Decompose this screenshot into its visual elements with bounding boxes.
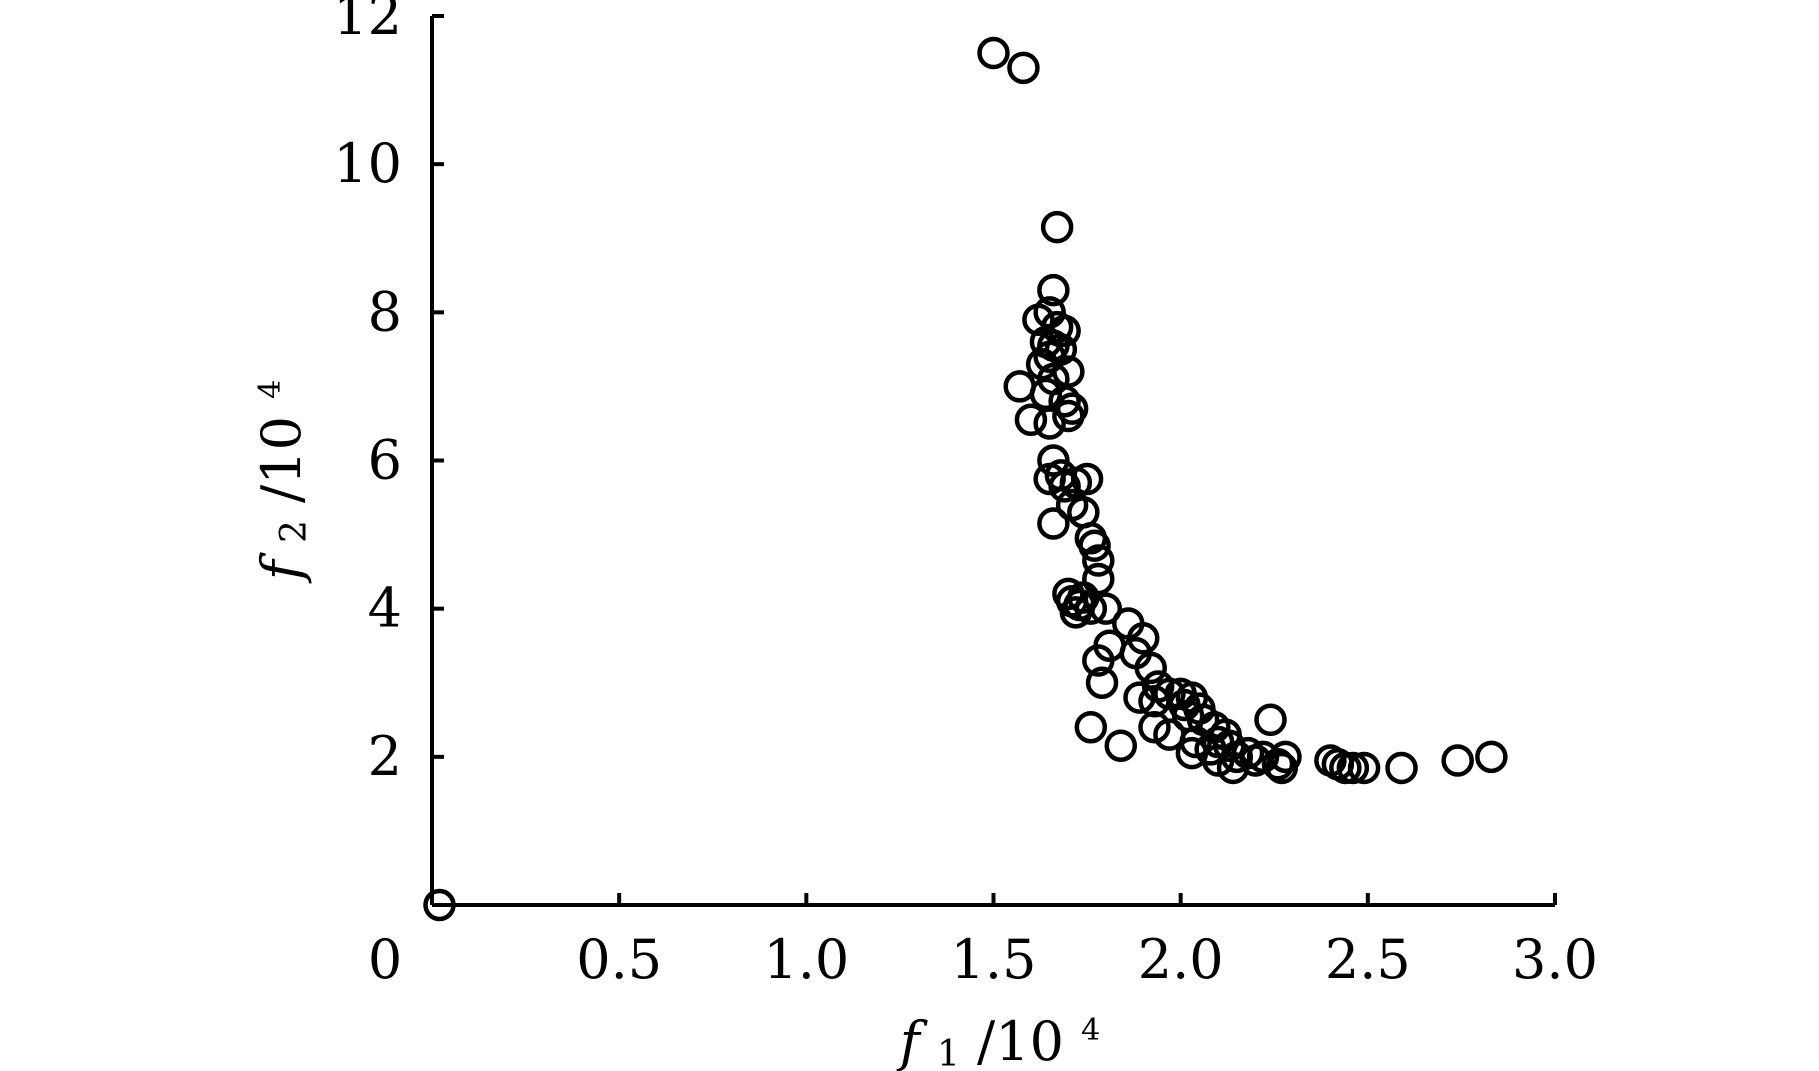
data-point — [1475, 740, 1508, 774]
data-point — [1089, 592, 1123, 625]
data-point — [1059, 596, 1093, 629]
data-point — [1085, 666, 1119, 699]
data-points — [423, 36, 1508, 922]
data-point — [1040, 210, 1074, 244]
data-point — [1138, 710, 1171, 744]
data-point — [1048, 470, 1081, 503]
data-point — [1052, 399, 1085, 433]
x-tick-label: 0.5 — [576, 928, 662, 991]
x-tick-label: 0 — [368, 928, 402, 991]
y-tick-label: 6 — [368, 429, 402, 492]
data-point — [1347, 751, 1381, 785]
data-point — [1048, 384, 1081, 418]
data-point — [1074, 592, 1108, 625]
data-point — [1082, 644, 1115, 677]
data-point — [1037, 273, 1070, 307]
data-point — [1336, 751, 1370, 785]
data-point — [1014, 403, 1048, 437]
x-tick-label: 2.0 — [1138, 928, 1224, 991]
y-axis-label: f 2 /10 4 — [250, 380, 319, 584]
data-point — [1007, 51, 1040, 85]
data-point — [1123, 681, 1156, 714]
data-point — [1254, 703, 1287, 737]
data-point — [1385, 751, 1418, 785]
data-point — [1261, 747, 1295, 781]
data-point — [1037, 507, 1070, 540]
y-tick-label: 4 — [368, 577, 402, 640]
x-tick-label: 1.5 — [951, 928, 1037, 991]
data-point — [1104, 729, 1138, 762]
data-point — [1201, 744, 1235, 777]
data-point — [1265, 751, 1298, 785]
y-axis-ticks: 2 4 6 8 10 12 — [333, 0, 444, 788]
data-point — [1134, 651, 1167, 685]
y-tick-label: 8 — [368, 280, 402, 343]
data-point — [1033, 407, 1066, 440]
x-tick-label: 3.0 — [1512, 928, 1598, 991]
data-point — [1003, 370, 1036, 403]
y-tick-label: 2 — [368, 725, 402, 788]
y-tick-label: 12 — [333, 0, 402, 47]
data-point — [1022, 303, 1055, 336]
x-axis-label: f 1 /10 4 — [896, 1010, 1100, 1071]
x-tick-label: 2.5 — [1325, 928, 1411, 991]
x-tick-label: 1.0 — [763, 928, 849, 991]
data-point — [1074, 710, 1108, 744]
data-point — [1216, 751, 1250, 785]
data-point — [1441, 744, 1474, 777]
data-point — [1078, 529, 1111, 562]
data-point — [423, 888, 456, 922]
data-point — [1070, 462, 1104, 496]
data-point — [977, 36, 1010, 70]
data-point — [1082, 562, 1115, 596]
x-axis-ticks: 0 0.5 1.0 1.5 2.0 2.5 3.0 — [368, 893, 1598, 991]
y-tick-label: 10 — [333, 132, 402, 195]
data-point — [1082, 544, 1115, 577]
